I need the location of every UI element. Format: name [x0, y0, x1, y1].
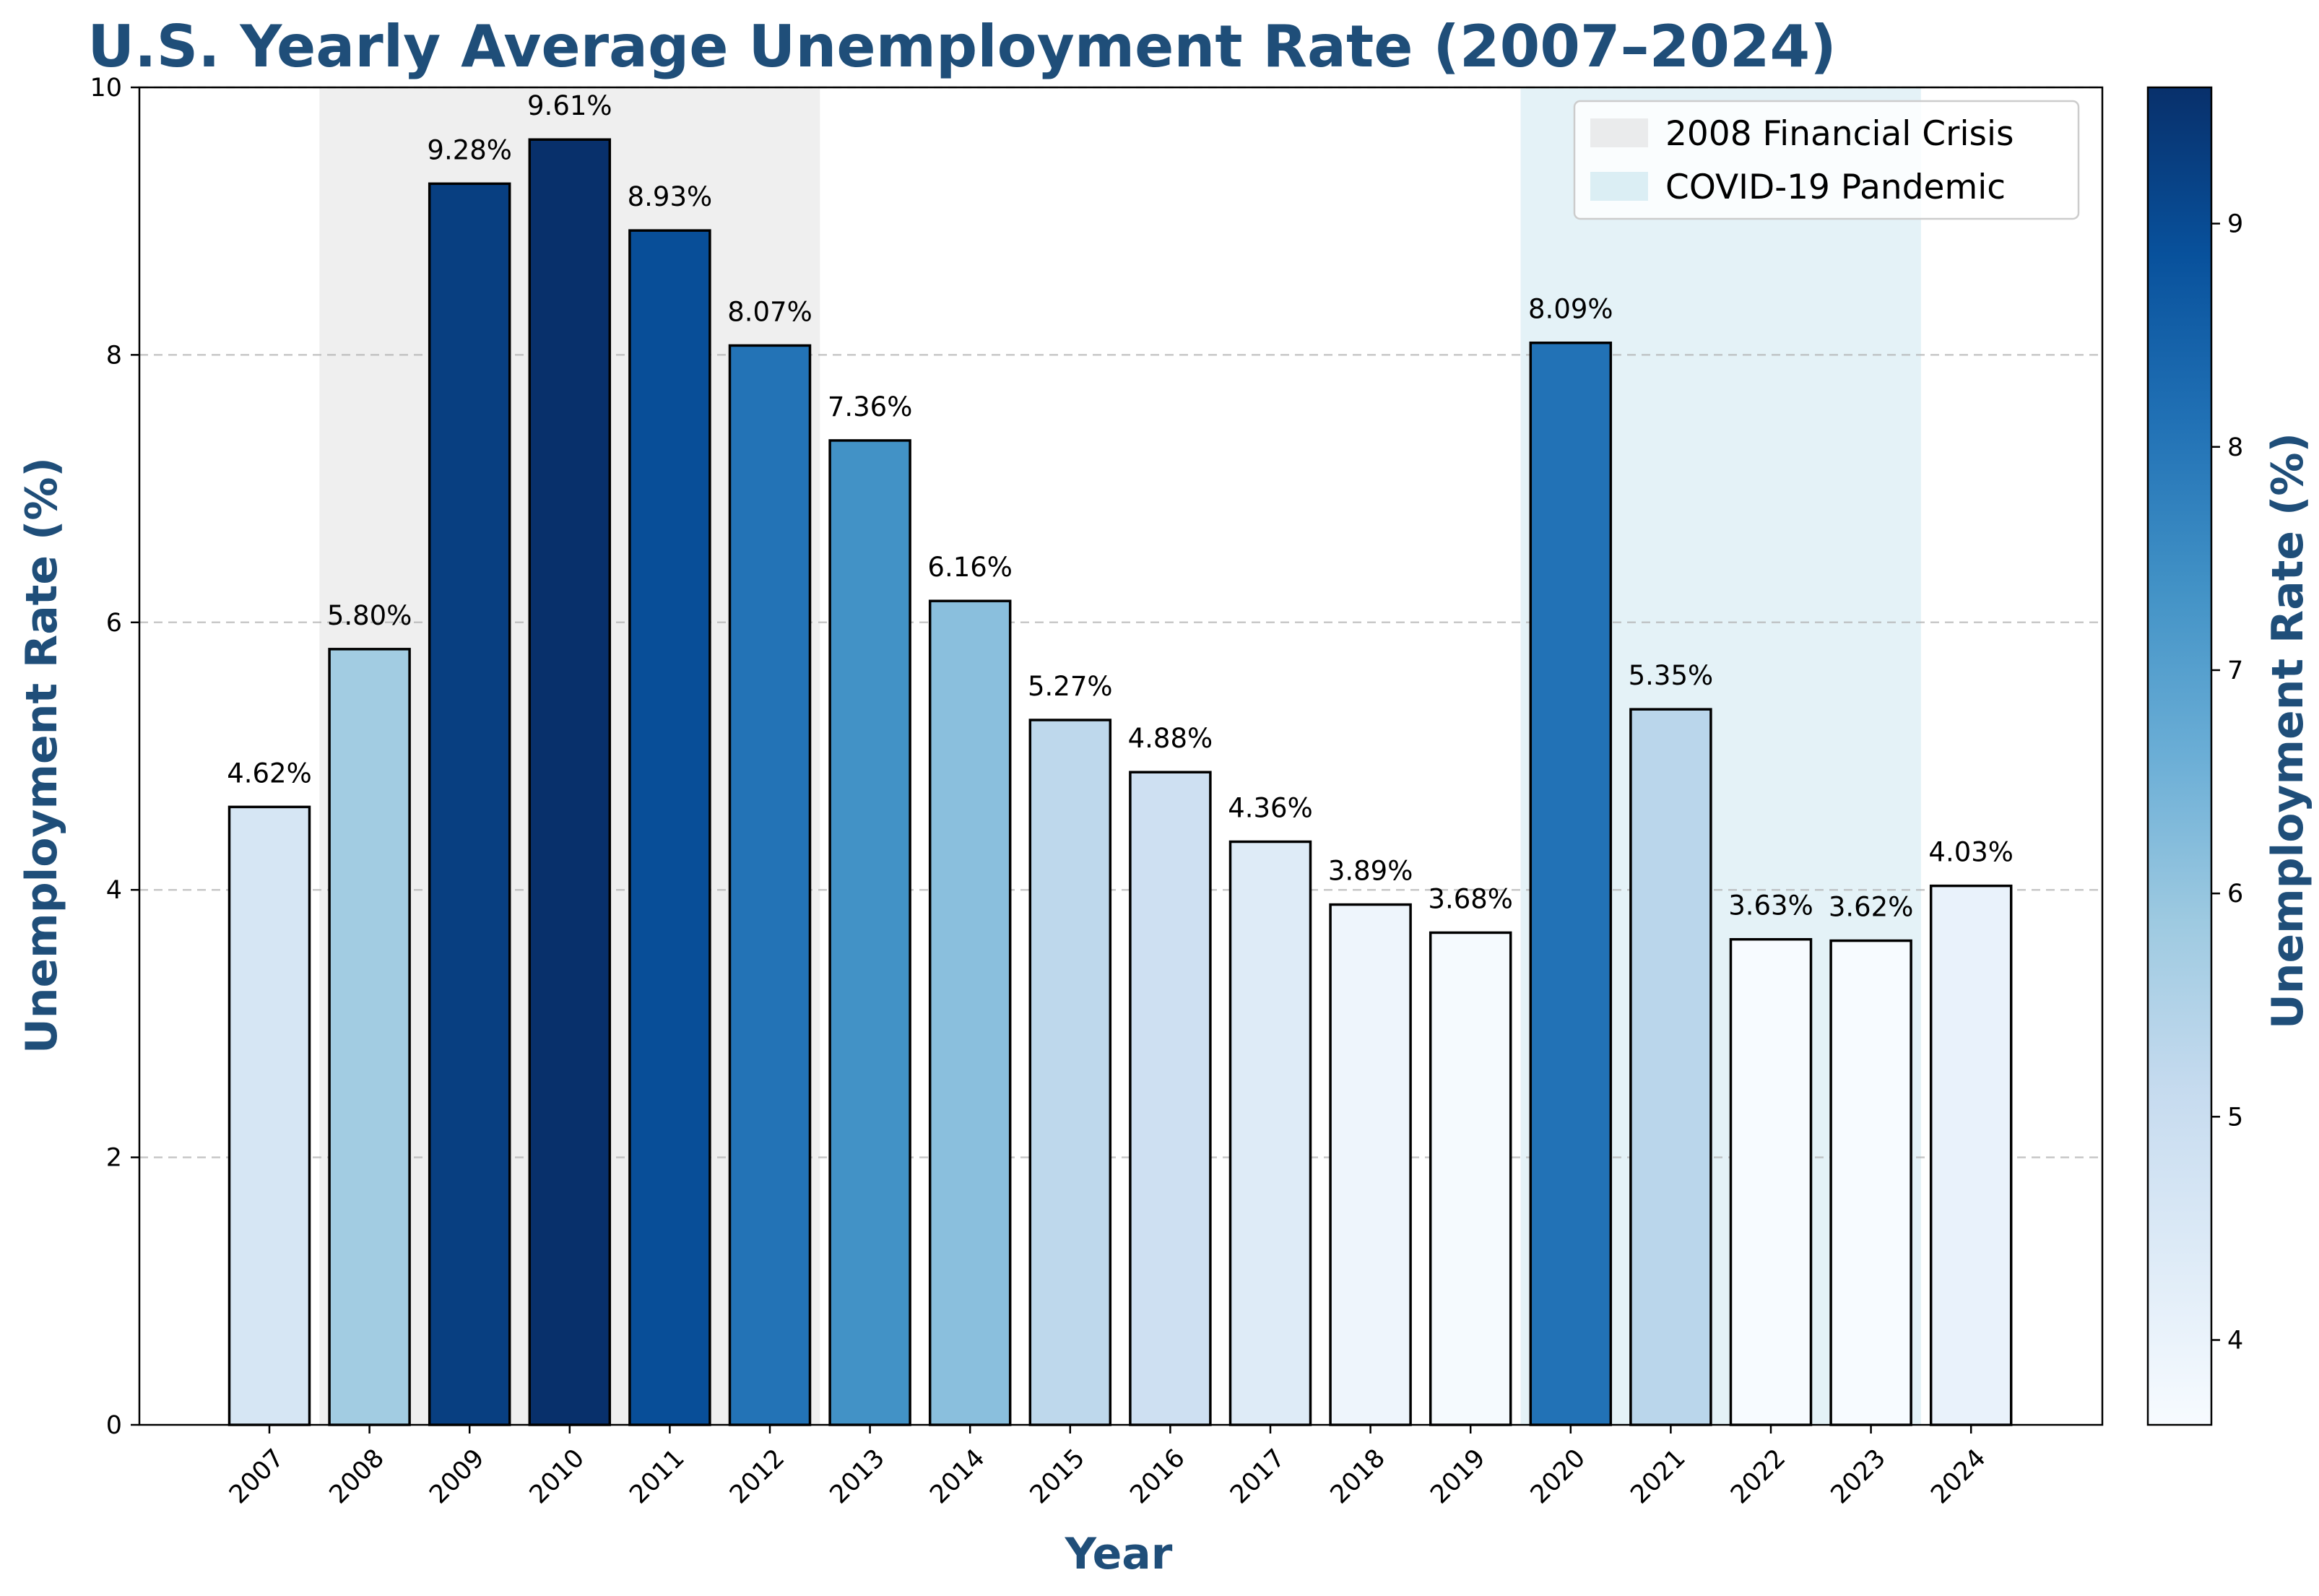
data-label-2018: 3.89% — [1328, 856, 1413, 887]
y-axis-label: Unemployment Rate (%) — [17, 457, 67, 1054]
colorbar-tick-label-6: 6 — [2227, 880, 2243, 908]
data-label-2023: 3.62% — [1829, 892, 1914, 923]
data-label-2011: 8.93% — [628, 181, 713, 212]
bar-2007 — [227, 805, 311, 1426]
y-tick-label-10: 10 — [90, 74, 122, 103]
bar-2024 — [1929, 884, 2013, 1426]
x-tick-label-2023: 2023 — [1826, 1444, 1891, 1509]
colorbar-tick-label-4: 4 — [2227, 1327, 2243, 1356]
data-label-2016: 4.88% — [1128, 723, 1213, 754]
x-tick-label-2016: 2016 — [1124, 1444, 1190, 1509]
bar-2016 — [1129, 771, 1212, 1426]
x-tick-label-2022: 2022 — [1725, 1444, 1791, 1509]
x-tick-label-2009: 2009 — [424, 1444, 490, 1509]
x-tick-label-2017: 2017 — [1225, 1444, 1291, 1509]
y-tick-label-0: 0 — [106, 1411, 122, 1440]
bar-2021 — [1629, 708, 1712, 1426]
x-tick-label-2008: 2008 — [324, 1444, 390, 1509]
colorbar-tick-label-8: 8 — [2227, 433, 2243, 462]
x-tick-label-2024: 2024 — [1925, 1444, 1991, 1509]
bar-2023 — [1829, 939, 1912, 1426]
data-label-2012: 8.07% — [727, 296, 812, 327]
data-label-2013: 7.36% — [828, 391, 913, 422]
bar-2015 — [1028, 719, 1112, 1426]
legend-box — [1573, 100, 2080, 220]
y-tick-label-8: 8 — [106, 341, 122, 370]
x-tick-label-2010: 2010 — [524, 1444, 590, 1509]
y-tick-label-6: 6 — [106, 609, 122, 638]
data-label-2022: 3.63% — [1728, 890, 1813, 921]
x-axis-label: Year — [1065, 1529, 1173, 1579]
data-label-2017: 4.36% — [1228, 793, 1313, 824]
x-tick-label-2021: 2021 — [1625, 1444, 1691, 1509]
bar-2019 — [1429, 931, 1512, 1426]
data-label-2014: 6.16% — [927, 552, 1013, 583]
data-label-2019: 3.68% — [1428, 883, 1513, 914]
x-tick-label-2013: 2013 — [825, 1444, 890, 1509]
x-tick-label-2014: 2014 — [924, 1444, 990, 1509]
data-label-2024: 4.03% — [1928, 837, 2014, 868]
bar-2020 — [1529, 341, 1613, 1426]
y-tick-label-2: 2 — [106, 1144, 122, 1173]
bar-2017 — [1228, 840, 1312, 1426]
y-tick-label-4: 4 — [106, 876, 122, 905]
colorbar-label: Unemployment Rate (%) — [2263, 433, 2313, 1029]
x-tick-label-2020: 2020 — [1525, 1444, 1591, 1509]
bar-2018 — [1329, 903, 1412, 1426]
data-label-2008: 5.80% — [327, 600, 412, 631]
colorbar-tick-label-7: 7 — [2227, 656, 2243, 685]
bar-2014 — [928, 599, 1012, 1426]
colorbar — [2146, 86, 2213, 1426]
plot-frame — [138, 86, 2104, 1426]
bar-2008 — [328, 648, 411, 1426]
x-tick-label-2012: 2012 — [724, 1444, 790, 1509]
bar-2022 — [1729, 937, 1813, 1426]
x-tick-label-2007: 2007 — [224, 1444, 290, 1509]
data-label-2009: 9.28% — [427, 134, 512, 165]
data-label-2010: 9.61% — [527, 90, 612, 121]
bar-2010 — [528, 138, 612, 1426]
chart-title: U.S. Yearly Average Unemployment Rate (2… — [87, 13, 1837, 80]
colorbar-tick-label-9: 9 — [2227, 210, 2243, 239]
legend-label: COVID-19 Pandemic — [1665, 168, 2006, 207]
legend-swatch — [1590, 172, 1648, 201]
x-tick-label-2011: 2011 — [624, 1444, 690, 1509]
legend-swatch — [1590, 118, 1648, 147]
bar-2012 — [728, 344, 812, 1426]
colorbar-tick-label-5: 5 — [2227, 1103, 2243, 1132]
x-tick-label-2019: 2019 — [1425, 1444, 1491, 1509]
data-label-2007: 4.62% — [227, 758, 312, 789]
legend-label: 2008 Financial Crisis — [1665, 114, 2014, 154]
bar-2011 — [628, 229, 711, 1426]
data-label-2015: 5.27% — [1028, 671, 1113, 702]
bar-2009 — [428, 182, 511, 1426]
x-tick-label-2015: 2015 — [1025, 1444, 1091, 1509]
data-label-2020: 8.09% — [1528, 294, 1613, 325]
bar-2013 — [828, 439, 911, 1426]
x-tick-label-2018: 2018 — [1325, 1444, 1391, 1509]
data-label-2021: 5.35% — [1629, 660, 1714, 691]
